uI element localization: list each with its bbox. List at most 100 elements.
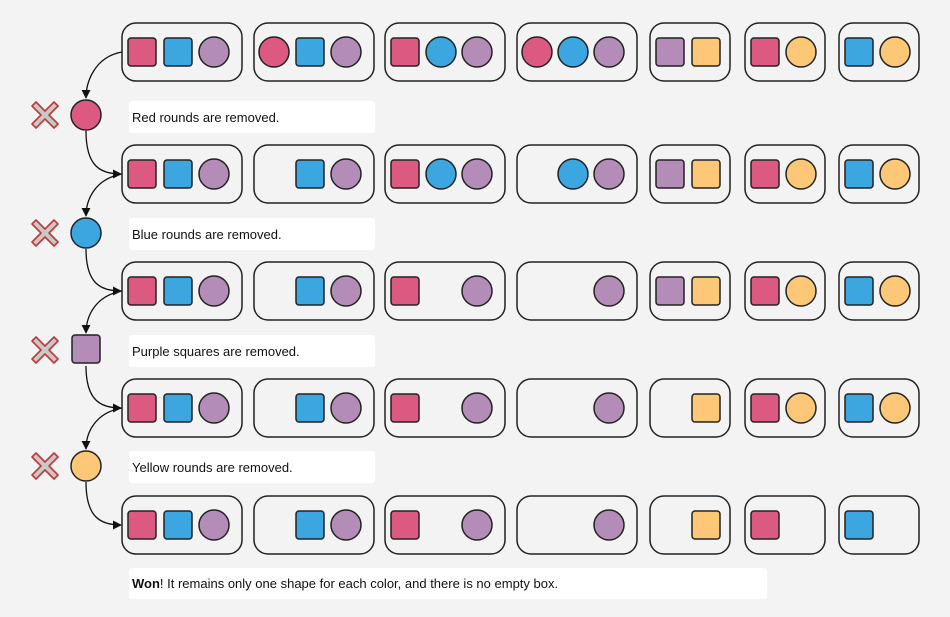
red-circle [521, 36, 553, 68]
yellow-circle [879, 392, 911, 424]
connector-arrow [85, 248, 122, 296]
shape-box [253, 22, 375, 82]
purple-circle [461, 392, 493, 424]
shape-box [516, 495, 638, 555]
yellow-circle [879, 158, 911, 190]
blue-circle [425, 36, 457, 68]
blue-square [844, 37, 874, 67]
red-circle [70, 99, 102, 131]
purple-circle [198, 509, 230, 541]
shape-box [121, 144, 243, 204]
shape-box [253, 378, 375, 438]
purple-square [655, 159, 685, 189]
red-square [127, 393, 157, 423]
purple-circle [593, 158, 625, 190]
yellow-circle [879, 275, 911, 307]
shape-box [838, 22, 920, 82]
shape-box [384, 144, 506, 204]
shape-box [838, 495, 920, 555]
purple-circle [593, 36, 625, 68]
blue-square [295, 37, 325, 67]
red-square [390, 510, 420, 540]
red-square [750, 159, 780, 189]
step-message-2: Blue rounds are removed. [129, 218, 375, 250]
purple-circle [593, 392, 625, 424]
purple-circle [461, 158, 493, 190]
shape-box [649, 495, 731, 555]
blue-square [844, 510, 874, 540]
purple-circle [461, 275, 493, 307]
shape-box [384, 261, 506, 321]
yellow-circle [785, 275, 817, 307]
blue-square [844, 393, 874, 423]
step-indicator [31, 334, 101, 364]
purple-circle [198, 392, 230, 424]
yellow-square [691, 510, 721, 540]
blue-square [295, 276, 325, 306]
shape-box [516, 378, 638, 438]
shape-box [649, 144, 731, 204]
blue-square [163, 159, 193, 189]
connector-arrow [81, 407, 123, 450]
yellow-square [691, 159, 721, 189]
yellow-circle [785, 392, 817, 424]
yellow-circle [785, 158, 817, 190]
removal-steps [31, 99, 102, 482]
yellow-square [691, 37, 721, 67]
purple-square [655, 37, 685, 67]
shape-box [744, 22, 826, 82]
purple-circle [330, 275, 362, 307]
purple-circle [330, 392, 362, 424]
connector-arrow [85, 481, 122, 530]
shape-box [121, 261, 243, 321]
removed-cross-icon [31, 101, 59, 129]
connector-arrow [81, 290, 123, 334]
blue-square [163, 393, 193, 423]
final-message-bold: Won [132, 576, 160, 591]
shape-box [253, 495, 375, 555]
blue-circle [70, 217, 102, 249]
purple-circle [330, 36, 362, 68]
shape-box [121, 378, 243, 438]
connector-arrow [81, 51, 123, 99]
blue-square [844, 159, 874, 189]
blue-square [295, 393, 325, 423]
step-indicator [31, 450, 102, 482]
connector-arrow [81, 173, 123, 217]
blue-square [295, 159, 325, 189]
shape-box [838, 261, 920, 321]
blue-circle [557, 36, 589, 68]
red-square [127, 159, 157, 189]
removed-cross-icon [31, 336, 59, 364]
red-square [390, 37, 420, 67]
shape-box [384, 378, 506, 438]
shape-box [838, 144, 920, 204]
shape-box [384, 495, 506, 555]
step-message-1: Red rounds are removed. [129, 101, 375, 133]
connector-arrow [85, 365, 122, 413]
red-square [390, 276, 420, 306]
blue-square [163, 37, 193, 67]
shape-box [121, 22, 243, 82]
red-square [390, 393, 420, 423]
purple-circle [593, 509, 625, 541]
red-square [127, 510, 157, 540]
shape-box [384, 22, 506, 82]
shape-box [649, 22, 731, 82]
blue-square [163, 510, 193, 540]
shape-box [516, 144, 638, 204]
blue-square [163, 276, 193, 306]
red-square [127, 276, 157, 306]
purple-circle [330, 509, 362, 541]
step-indicator [31, 99, 102, 131]
red-square [127, 37, 157, 67]
red-square [750, 510, 780, 540]
red-square [750, 393, 780, 423]
purple-square [71, 334, 101, 364]
purple-circle [198, 275, 230, 307]
final-message: Won ! It remains only one shape for each… [129, 568, 767, 599]
yellow-circle [70, 450, 102, 482]
red-square [750, 276, 780, 306]
red-square [750, 37, 780, 67]
removed-cross-icon [31, 219, 59, 247]
